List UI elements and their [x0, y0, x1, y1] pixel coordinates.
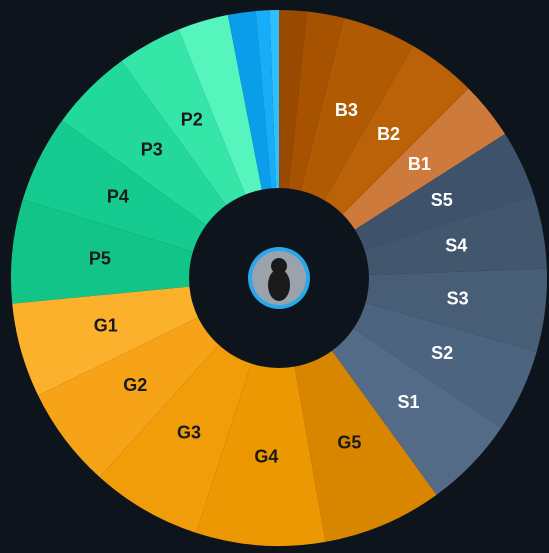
avatar-cat-head: [271, 258, 287, 274]
slice-label: G4: [254, 446, 278, 466]
slice-label: P4: [107, 186, 129, 206]
chart: B3 B2 B1S5 S4 S3 S2 S1 G5 G4 G3 G2 G1 P5 P4 P3 P2: [0, 0, 549, 548]
slice-label: B2: [377, 124, 400, 144]
slice-label: S2: [431, 343, 453, 363]
slice-label: S5: [431, 190, 453, 210]
slice-label: B3: [335, 100, 358, 120]
slice-label: G5: [337, 432, 361, 452]
slice-label: B1: [408, 154, 431, 174]
slice-label: S3: [447, 289, 469, 309]
slice-label: G2: [123, 375, 147, 395]
slice-label: G1: [94, 316, 118, 336]
slice-label: P2: [181, 109, 203, 129]
slice-label: S1: [397, 392, 419, 412]
slice-label: S4: [445, 235, 467, 255]
slice-label: P5: [89, 249, 111, 269]
page: B3B2B1S5S4S3S2S1G5G4G3G2G1P5P4P3P2 (() =…: [0, 0, 549, 553]
slice-label: P3: [141, 139, 163, 159]
slice-label: G3: [177, 423, 201, 443]
